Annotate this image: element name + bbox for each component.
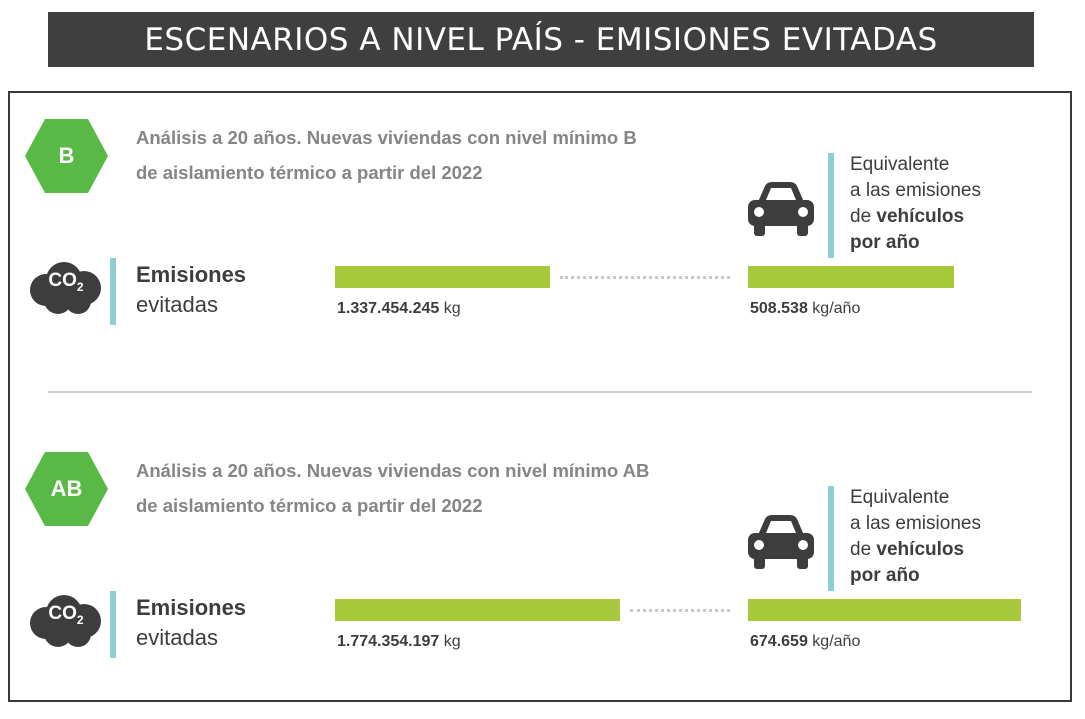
vehicle-emissions-value: 508.538 kg/año (750, 300, 861, 317)
avoided-emissions-bar (335, 266, 550, 288)
scenario-heading: Análisis a 20 años. Nuevas viviendas con… (136, 120, 756, 190)
car-icon (748, 182, 814, 236)
emissions-title: Emisiones (136, 262, 247, 287)
content-frame (8, 91, 1072, 702)
avoided-emissions-value: 1.774.354.197 kg (337, 633, 461, 650)
co2-label: CO2 (48, 270, 84, 294)
co2-label: CO2 (48, 603, 84, 627)
scenario-section-b: B Análisis a 20 años. Nuevas viviendas c… (0, 0, 1085, 325)
emissions-accent-bar (110, 258, 116, 325)
car-icon (748, 515, 814, 569)
title-banner: ESCENARIOS A NIVEL PAÍS - EMISIONES EVIT… (48, 12, 1034, 67)
section-divider (48, 391, 1032, 393)
vehicle-emissions-bar (748, 266, 954, 288)
dotted-connector (630, 609, 730, 612)
scenario-heading: Análisis a 20 años. Nuevas viviendas con… (136, 453, 756, 523)
emissions-subtitle: evitadas (136, 625, 218, 650)
equivalence-text: Equivalente a las emisiones de vehículos… (850, 154, 981, 253)
heading-line-2: de aislamiento térmico a partir del 2022 (136, 162, 483, 183)
heading-line-1: Análisis a 20 años. Nuevas viviendas con… (136, 127, 637, 148)
heading-line-2: de aislamiento térmico a partir del 2022 (136, 495, 483, 516)
emissions-title: Emisiones (136, 595, 247, 620)
emissions-subtitle: evitadas (136, 292, 218, 317)
dotted-connector (560, 276, 730, 279)
badge-label: AB (50, 476, 83, 501)
vehicle-emissions-bar (748, 599, 1021, 621)
hexagon-badge-icon (25, 119, 108, 193)
avoided-emissions-bar (335, 599, 620, 621)
emissions-accent-bar (110, 591, 116, 658)
co2-cloud-icon (30, 262, 101, 314)
heading-line-1: Análisis a 20 años. Nuevas viviendas con… (136, 460, 650, 481)
hexagon-badge-icon (25, 452, 108, 526)
page-title: ESCENARIOS A NIVEL PAÍS - EMISIONES EVIT… (144, 21, 938, 58)
equivalence-accent-bar (828, 153, 834, 258)
scenario-section-ab: AB Análisis a 20 años. Nuevas viviendas … (0, 333, 1085, 658)
equivalence-text: Equivalente a las emisiones de vehículos… (850, 487, 981, 586)
co2-cloud-icon (30, 595, 101, 647)
equivalence-accent-bar (828, 486, 834, 591)
badge-label: B (58, 143, 75, 168)
vehicle-emissions-value: 674.659 kg/año (750, 633, 861, 650)
avoided-emissions-value: 1.337.454.245 kg (337, 300, 461, 317)
